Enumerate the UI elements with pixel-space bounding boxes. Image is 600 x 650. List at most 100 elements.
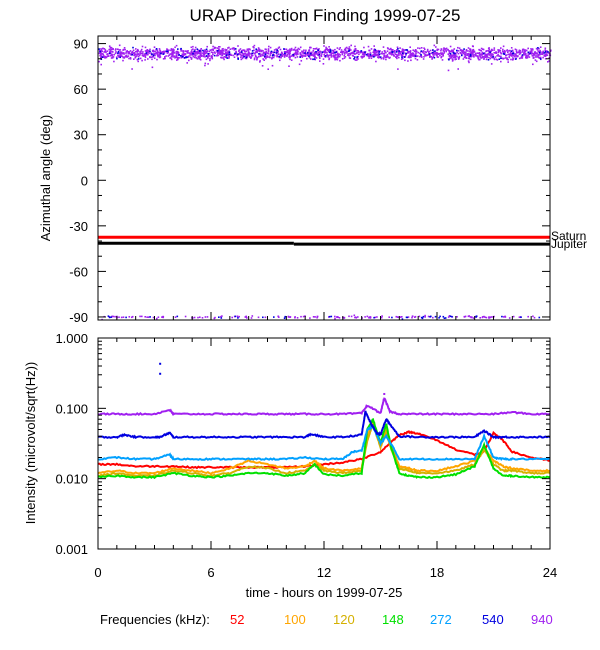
azimuth-point <box>297 47 300 50</box>
azimuth-point <box>212 51 214 54</box>
azimuth-point <box>390 54 393 56</box>
azimuth-point <box>200 48 202 50</box>
azimuth-point <box>545 53 548 56</box>
azimuth-point <box>98 48 100 50</box>
azimuth-point <box>388 48 391 51</box>
azimuth-point <box>469 58 472 61</box>
azimuth-point <box>414 55 417 57</box>
azimuth-point <box>315 47 318 50</box>
azimuth-point <box>115 48 117 50</box>
azimuth-point <box>136 55 138 57</box>
azimuth-point <box>222 57 225 59</box>
azimuth-point <box>212 48 214 50</box>
azimuth-point <box>445 47 448 50</box>
azimuth-point <box>436 52 438 54</box>
azimuth-point <box>317 54 320 56</box>
azimuth-point <box>166 48 169 51</box>
azimuth-point <box>216 47 219 49</box>
azimuth-point <box>531 54 534 57</box>
azimuth-point <box>441 52 443 55</box>
azimuth-point <box>373 56 375 58</box>
azimuth-point <box>435 53 438 56</box>
azimuth-point <box>456 51 458 54</box>
azimuth-point <box>500 52 503 55</box>
azimuth-point <box>244 50 246 53</box>
azimuth-point <box>212 49 214 52</box>
azimuth-point <box>303 49 305 51</box>
azimuth-point <box>483 58 485 60</box>
azimuth-point <box>285 51 288 54</box>
azimuth-point <box>323 45 325 47</box>
azimuth-point <box>357 50 359 52</box>
azimuth-point <box>397 48 399 50</box>
azimuth-point <box>381 315 383 317</box>
azimuth-point <box>354 59 357 61</box>
azimuth-point <box>336 56 339 58</box>
azimuth-point <box>362 56 365 58</box>
azimuth-point <box>488 316 490 318</box>
azimuth-point <box>444 317 447 319</box>
azimuth-point <box>490 63 493 65</box>
azimuth-point <box>406 316 409 319</box>
azimuth-point <box>336 57 339 59</box>
azimuth-point <box>503 51 505 54</box>
azimuth-point <box>454 58 456 61</box>
azimuth-point <box>128 57 130 60</box>
azimuth-point <box>489 50 491 52</box>
azimuth-point <box>541 53 544 56</box>
azimuth-point <box>526 56 528 58</box>
azimuth-point <box>143 53 145 55</box>
azimuth-point <box>408 50 410 53</box>
azimuth-point <box>171 51 174 53</box>
azimuth-point <box>454 52 456 55</box>
azimuth-point <box>313 52 316 54</box>
azimuth-point <box>413 54 416 56</box>
azimuth-point <box>385 58 387 61</box>
azimuth-point <box>234 48 237 50</box>
azimuth-point <box>422 58 425 60</box>
azimuth-point <box>214 47 217 49</box>
azimuth-point <box>267 50 270 53</box>
azimuth-point <box>329 51 331 54</box>
azimuth-point <box>494 56 497 58</box>
azimuth-point <box>137 58 140 60</box>
azimuth-point <box>330 315 333 318</box>
azimuth-point <box>283 317 286 319</box>
azimuth-point <box>261 65 264 67</box>
azimuth-point <box>187 50 189 52</box>
azimuth-point <box>412 55 414 57</box>
azimuth-point <box>378 51 381 53</box>
azimuth-point <box>447 69 450 72</box>
azimuth-point <box>472 48 475 51</box>
azimuth-point <box>238 315 240 318</box>
azimuth-point <box>240 58 243 61</box>
azimuth-point <box>103 48 106 50</box>
azimuth-point <box>288 65 290 67</box>
azimuth-point <box>336 54 338 56</box>
azimuth-point <box>170 58 173 61</box>
legend-frequency-940: 940 <box>531 612 553 627</box>
azimuth-point <box>210 49 212 52</box>
azimuth-point <box>487 52 490 55</box>
azimuth-point <box>241 52 244 54</box>
azimuth-point <box>456 316 458 318</box>
azimuth-point <box>210 51 213 53</box>
azimuth-point <box>211 55 213 58</box>
azimuth-point <box>156 51 159 54</box>
azimuth-point <box>279 48 282 51</box>
azimuth-point <box>428 53 431 55</box>
azimuth-point <box>449 52 452 55</box>
azimuth-point <box>180 49 183 52</box>
azimuth-point <box>477 57 479 59</box>
azimuth-point <box>199 316 201 318</box>
azimuth-point <box>100 53 102 56</box>
azimuth-point <box>125 50 128 53</box>
azimuth-point <box>290 47 293 50</box>
azimuth-point <box>119 56 121 59</box>
azimuth-point <box>207 56 209 59</box>
azimuth-point <box>382 46 385 48</box>
azimuth-point <box>500 60 502 63</box>
azimuth-point <box>337 316 339 318</box>
azimuth-point <box>469 50 471 53</box>
azimuth-point <box>112 56 115 58</box>
